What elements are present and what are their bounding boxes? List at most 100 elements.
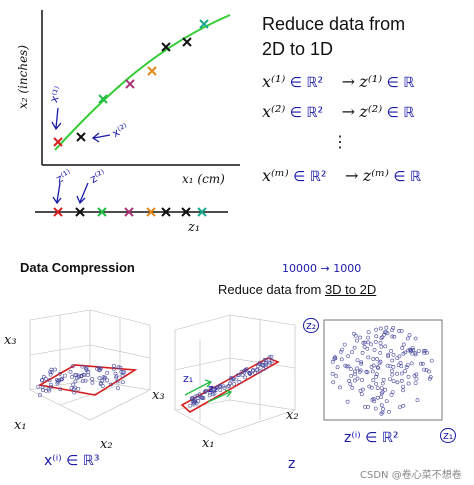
scatter-dot [118, 365, 123, 370]
scatter-dot [375, 357, 379, 361]
scatter-dot [427, 376, 432, 381]
scatter-dot [378, 351, 383, 355]
mid-x3-label: x₃ [152, 388, 165, 403]
scatter-dot [390, 372, 395, 377]
scatter-dot [44, 389, 49, 393]
hand-arrow-2 [91, 132, 111, 143]
scatter-dot [405, 363, 410, 368]
scatter-dot [195, 393, 200, 398]
scatter-dot [380, 381, 385, 386]
scatter-dot [188, 403, 193, 408]
scatter-dot [366, 330, 371, 335]
scatter-dot [80, 364, 85, 369]
scatter-dot [399, 364, 404, 369]
scatter-dot [419, 361, 423, 366]
scatter-dot [401, 342, 406, 347]
right-z1-label: z₁ [440, 428, 457, 443]
scatter-dot [337, 385, 342, 390]
scatter-dot [331, 380, 336, 385]
scatter-dot [366, 340, 371, 345]
scatter-dot [248, 372, 252, 376]
scatter-dot [401, 384, 406, 389]
scatter-dot [429, 358, 434, 363]
scatter-dot [398, 360, 403, 365]
scatter-dot [84, 368, 89, 373]
hand-note-10000: 10000 → 1000 [282, 262, 362, 275]
z-point-teal [197, 207, 207, 217]
point-black-2 [161, 42, 171, 52]
mid-3d-plot [174, 314, 296, 436]
scatter-dot [99, 366, 103, 371]
scatter-dot [395, 380, 400, 385]
scatter-dot [116, 365, 121, 370]
scatter-dot [43, 376, 48, 381]
scatter-dot [383, 387, 388, 392]
z-point-black-1 [75, 207, 85, 217]
scatter-dot [379, 391, 384, 396]
y-axis-label: x₂ (inches) [16, 44, 30, 110]
scatter-dot [385, 363, 390, 368]
mapping-row-2: x⁽²⁾ ∈ ℝ² → z⁽²⁾ ∈ ℝ [262, 102, 472, 122]
scatter-dot [120, 373, 125, 378]
mapping-arrow: → [344, 166, 359, 185]
scatter-dot [101, 375, 106, 380]
mapping-row-1: x⁽¹⁾ ∈ ℝ² → z⁽¹⁾ ∈ ℝ [262, 72, 472, 92]
scatter-dot [339, 350, 343, 354]
mapping-ellipsis: ⋮ [332, 132, 348, 151]
hand-arrow-4 [76, 182, 89, 205]
scatter-dot [70, 375, 74, 379]
scatter-dot [79, 374, 84, 379]
scatter-dot [232, 382, 237, 387]
scatter-dot [199, 395, 204, 400]
scatter-dot [376, 366, 381, 370]
scatter-dot [384, 399, 389, 404]
scatter-dot [391, 353, 396, 357]
scatter-dot [47, 388, 52, 393]
scatter-dot [399, 329, 404, 333]
scatter-dot [119, 370, 124, 374]
z-point-black-2 [161, 207, 171, 217]
scatter-dot [372, 399, 377, 404]
plane-outline [37, 364, 138, 396]
scatter-dot [330, 372, 335, 376]
scatter-dot [391, 325, 396, 330]
scatter-dot [355, 366, 359, 371]
scatter-dot [115, 379, 120, 384]
scatter-dot [105, 378, 110, 383]
scatter-dot [229, 376, 234, 380]
scatter-dot [63, 373, 67, 378]
scatter-dot [41, 388, 45, 392]
scatter-dot [77, 373, 81, 378]
scatter-dot [60, 376, 65, 381]
scatter-dot [47, 378, 52, 383]
scatter-dot [353, 372, 358, 377]
scatter-dot [373, 406, 378, 411]
scatter-dot [335, 365, 340, 370]
mapping-rhs: z⁽¹⁾ [359, 72, 383, 91]
scatter-dot [359, 392, 364, 397]
scatter-dot [344, 364, 349, 369]
scatter-dot [378, 341, 383, 345]
scatter-dot [395, 356, 400, 361]
scatter-dot [251, 369, 255, 373]
mapping-arrow: → [341, 102, 355, 121]
scatter-dot [109, 382, 113, 387]
scatter-dot [413, 381, 418, 386]
mapping-rhs-note: ∈ ℝ [386, 105, 415, 121]
scatter-dot [97, 376, 102, 381]
scatter-dot [379, 411, 384, 416]
scatter-dot [414, 376, 419, 381]
scatter-dot [409, 361, 414, 366]
scatter-dot [203, 389, 208, 393]
scatter-dot [269, 354, 274, 359]
right-note: z⁽ⁱ⁾ ∈ ℝ² [344, 430, 399, 446]
scatter-dot [371, 397, 376, 401]
left-note: x⁽ⁱ⁾ ∈ ℝ³ [44, 453, 100, 469]
section-title: Data Compression [20, 260, 135, 275]
scatter-dot [226, 384, 230, 389]
scatter-dot [58, 371, 63, 376]
scatter-dot [256, 364, 260, 369]
right-2d-plot [323, 319, 443, 421]
z-point-black-3 [181, 207, 191, 217]
scatter-dot [40, 378, 45, 383]
